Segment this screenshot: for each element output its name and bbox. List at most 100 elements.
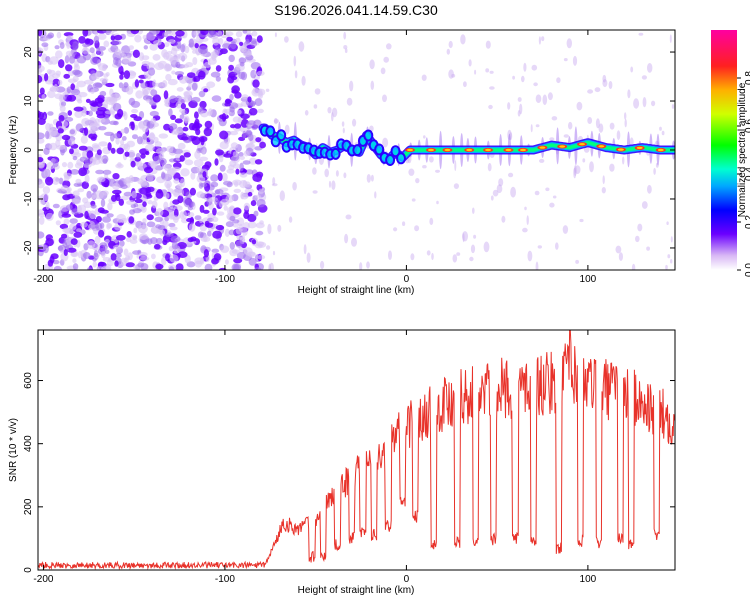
noise-speckle xyxy=(547,92,553,101)
noise-speckle xyxy=(555,242,559,250)
noise-speckle xyxy=(303,244,307,255)
noise-speckle xyxy=(114,260,119,267)
noise-speckle xyxy=(60,185,70,192)
noise-speckle xyxy=(176,87,184,92)
noise-speckle xyxy=(215,189,221,195)
noise-speckle xyxy=(469,256,474,262)
noise-speckle xyxy=(642,97,647,108)
noise-speckle xyxy=(57,128,64,134)
noise-speckle xyxy=(81,47,91,55)
noise-speckle xyxy=(472,207,475,214)
noise-speckle xyxy=(552,195,557,199)
noise-speckle xyxy=(176,40,182,49)
noise-speckle xyxy=(126,231,132,238)
noise-speckle xyxy=(65,64,73,72)
noise-speckle xyxy=(74,110,83,118)
noise-speckle xyxy=(142,133,148,140)
noise-speckle xyxy=(250,200,257,207)
noise-speckle xyxy=(188,223,196,232)
noise-speckle xyxy=(331,112,334,122)
noise-speckle xyxy=(146,214,154,221)
noise-speckle xyxy=(637,223,643,232)
noise-speckle xyxy=(140,153,146,159)
noise-speckle xyxy=(522,227,528,233)
noise-speckle xyxy=(181,64,190,69)
noise-speckle xyxy=(258,88,266,96)
noise-speckle xyxy=(216,211,225,216)
noise-speckle xyxy=(99,209,109,214)
noise-speckle xyxy=(215,76,221,82)
noise-speckle xyxy=(517,110,521,117)
noise-speckle xyxy=(67,78,77,84)
noise-speckle xyxy=(177,251,188,258)
noise-speckle xyxy=(666,221,669,225)
snr-frame xyxy=(37,329,676,571)
noise-speckle xyxy=(112,189,122,195)
noise-speckle xyxy=(148,30,159,35)
noise-speckle xyxy=(59,42,65,49)
noise-speckle xyxy=(38,216,45,225)
noise-speckle xyxy=(180,103,186,110)
noise-speckle xyxy=(45,212,54,221)
noise-speckle xyxy=(254,267,262,270)
noise-speckle xyxy=(248,257,257,266)
snr-background xyxy=(38,330,675,570)
noise-speckle xyxy=(187,212,195,218)
noise-speckle xyxy=(120,184,128,190)
noise-speckle xyxy=(203,88,209,93)
noise-speckle xyxy=(207,30,214,38)
noise-speckle xyxy=(215,224,225,231)
snr-panel: -200 -100 0 100 0 200 400 600 Height of straig… xyxy=(8,329,676,596)
noise-speckle xyxy=(38,110,41,118)
noise-speckle xyxy=(90,56,99,65)
noise-speckle xyxy=(453,183,459,190)
noise-speckle xyxy=(293,55,297,67)
noise-speckle xyxy=(573,165,577,176)
noise-speckle xyxy=(110,253,117,261)
noise-speckle xyxy=(61,213,72,218)
noise-speckle xyxy=(57,245,64,251)
ridge-peak-core xyxy=(579,143,585,146)
y-tick-label: 400 xyxy=(23,435,34,452)
noise-speckle xyxy=(344,48,348,53)
noise-speckle xyxy=(641,75,648,80)
noise-speckle xyxy=(47,111,54,116)
noise-speckle xyxy=(142,34,147,40)
noise-speckle xyxy=(134,198,143,204)
noise-speckle xyxy=(47,60,53,65)
noise-speckle xyxy=(496,184,503,194)
noise-speckle xyxy=(136,136,143,145)
noise-speckle xyxy=(60,94,66,103)
noise-speckle xyxy=(421,74,427,81)
noise-speckle xyxy=(168,108,173,117)
noise-speckle xyxy=(90,204,97,209)
noise-speckle xyxy=(230,124,236,129)
noise-speckle xyxy=(331,180,336,190)
noise-speckle xyxy=(117,162,122,168)
noise-speckle xyxy=(104,131,114,136)
ridge-peak-core xyxy=(428,148,434,152)
y-tick-label: -10 xyxy=(23,191,34,206)
noise-speckle xyxy=(159,158,167,166)
noise-speckle xyxy=(110,35,116,41)
noise-speckle xyxy=(172,199,180,205)
noise-speckle xyxy=(210,181,219,188)
noise-speckle xyxy=(230,142,239,149)
noise-speckle xyxy=(248,157,257,165)
ridge-peak-core xyxy=(505,148,512,152)
noise-speckle xyxy=(102,216,111,223)
noise-speckle xyxy=(661,130,665,136)
noise-speckle xyxy=(84,210,89,220)
noise-speckle xyxy=(43,168,51,177)
noise-speckle xyxy=(235,240,243,248)
noise-speckle xyxy=(159,153,165,160)
noise-speckle xyxy=(148,67,156,76)
noise-speckle xyxy=(219,141,229,150)
noise-speckle xyxy=(257,241,267,248)
noise-speckle xyxy=(65,204,73,211)
ridge-peak-core xyxy=(520,148,526,152)
spectrogram-x-ticks: -200 -100 0 100 xyxy=(33,30,597,285)
noise-speckle xyxy=(568,121,573,130)
noise-speckle xyxy=(233,207,242,215)
noise-speckle xyxy=(102,158,108,165)
